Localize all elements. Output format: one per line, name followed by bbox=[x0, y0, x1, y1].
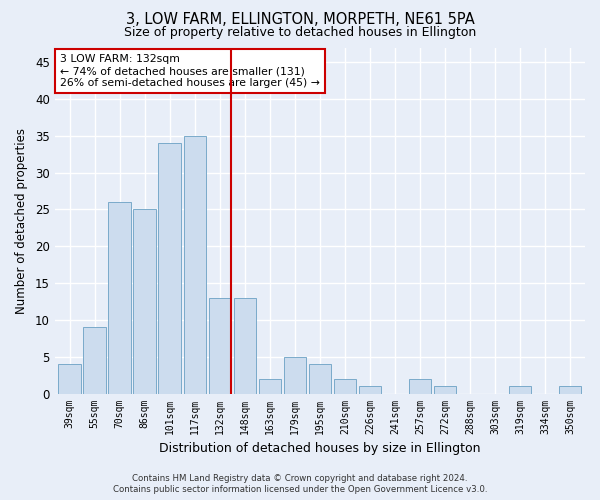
Bar bbox=[284, 356, 306, 394]
Bar bbox=[509, 386, 531, 394]
Bar bbox=[233, 298, 256, 394]
Bar bbox=[209, 298, 231, 394]
Y-axis label: Number of detached properties: Number of detached properties bbox=[15, 128, 28, 314]
Text: 3 LOW FARM: 132sqm
← 74% of detached houses are smaller (131)
26% of semi-detach: 3 LOW FARM: 132sqm ← 74% of detached hou… bbox=[60, 54, 320, 88]
Bar bbox=[83, 328, 106, 394]
Bar bbox=[559, 386, 581, 394]
Bar bbox=[184, 136, 206, 394]
Bar bbox=[409, 379, 431, 394]
Bar bbox=[158, 143, 181, 394]
X-axis label: Distribution of detached houses by size in Ellington: Distribution of detached houses by size … bbox=[159, 442, 481, 455]
Text: Contains HM Land Registry data © Crown copyright and database right 2024.
Contai: Contains HM Land Registry data © Crown c… bbox=[113, 474, 487, 494]
Bar bbox=[58, 364, 81, 394]
Bar bbox=[259, 379, 281, 394]
Text: 3, LOW FARM, ELLINGTON, MORPETH, NE61 5PA: 3, LOW FARM, ELLINGTON, MORPETH, NE61 5P… bbox=[125, 12, 475, 28]
Bar bbox=[359, 386, 381, 394]
Bar bbox=[308, 364, 331, 394]
Bar bbox=[133, 210, 156, 394]
Bar bbox=[334, 379, 356, 394]
Bar bbox=[434, 386, 456, 394]
Bar bbox=[109, 202, 131, 394]
Text: Size of property relative to detached houses in Ellington: Size of property relative to detached ho… bbox=[124, 26, 476, 39]
